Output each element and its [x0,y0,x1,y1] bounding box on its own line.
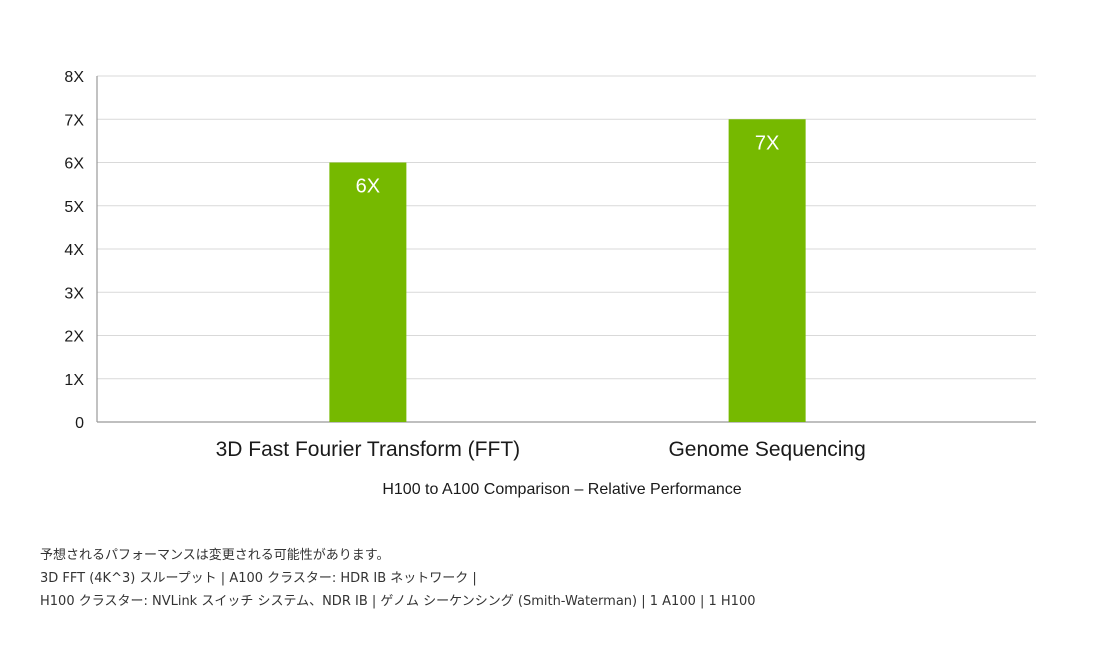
footnotes: 予想されるパフォーマンスは変更される可能性があります。 3D FFT (4K^3… [40,544,756,613]
footnote-line: 予想されるパフォーマンスは変更される可能性があります。 [40,548,390,563]
bar-value-label: 7X [755,132,779,154]
y-tick-label: 7X [64,112,84,129]
bar [329,162,407,422]
bar-chart: 0 1X 2X 3X 4X 5X 6X 7X 8X 6X 7X 3D Fast Fourier T… [64,69,1036,498]
y-tick-label: 0 [75,415,84,432]
x-axis-title: H100 to A100 Comparison – Relative Perfo… [382,481,741,498]
bar [728,119,806,422]
category-labels: 3D Fast Fourier Transform (FFT) Genome Se… [216,438,866,461]
y-tick-labels: 0 1X 2X 3X 4X 5X 6X 7X 8X [64,69,84,432]
y-tick-label: 4X [64,242,84,259]
bar-value-label: 6X [356,176,380,198]
y-tick-label: 8X [64,69,84,86]
y-tick-label: 6X [64,156,84,173]
y-tick-label: 2X [64,329,84,346]
footnote-line: 3D FFT (4K^3) スループット | A100 クラスター: HDR I… [40,571,477,586]
bars: 6X 7X [329,119,806,422]
gridlines [97,75,1036,380]
y-tick-label: 3X [64,285,84,302]
y-tick-label: 1X [64,372,84,389]
axes [96,76,1036,423]
footnote-line: H100 クラスター: NVLink スイッチ システム、NDR IB | ゲノ… [40,594,756,609]
category-label: Genome Sequencing [668,438,865,461]
category-label: 3D Fast Fourier Transform (FFT) [216,438,521,461]
y-tick-label: 5X [64,199,84,216]
